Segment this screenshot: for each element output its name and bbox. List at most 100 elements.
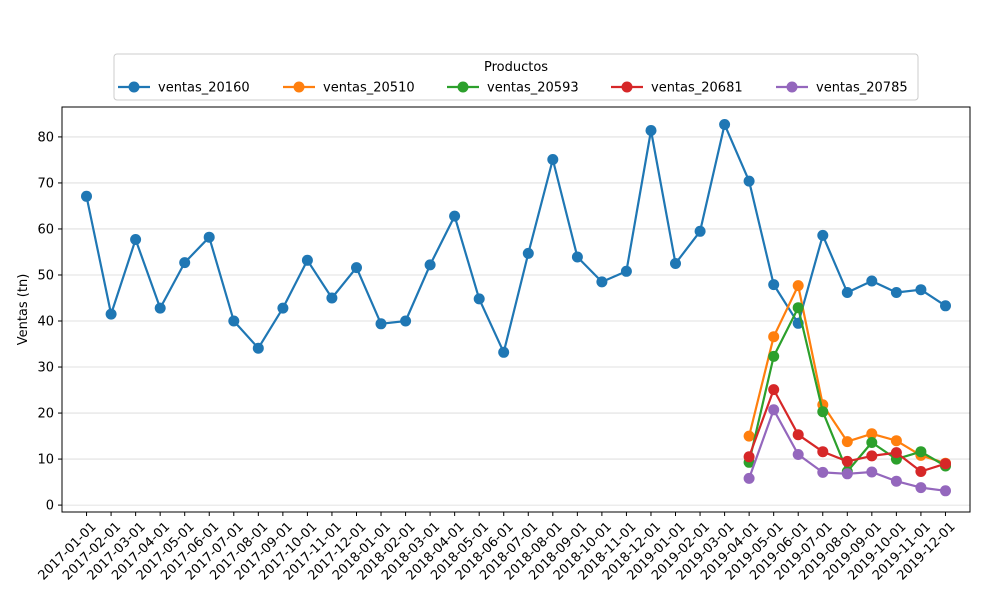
data-point [351, 262, 362, 274]
plot-frame [61, 106, 971, 513]
y-tick-label: 10 [37, 453, 54, 468]
y-tick-label: 0 [46, 499, 54, 514]
data-point [768, 331, 780, 343]
data-point [670, 258, 681, 269]
legend-item-ventas_20510: ventas_20510 [283, 81, 415, 96]
legend-swatch-marker [786, 81, 798, 93]
data-point [890, 475, 902, 487]
data-point [866, 437, 878, 448]
data-point [841, 436, 853, 448]
series-ventas_20510 [743, 280, 951, 469]
data-point [645, 125, 657, 136]
series-ventas_20160 [81, 119, 951, 358]
data-point [105, 308, 117, 320]
data-point [768, 384, 780, 396]
data-point [817, 229, 829, 241]
legend-label: ventas_20160 [158, 81, 250, 96]
y-tick-label: 40 [37, 315, 54, 330]
data-point [596, 276, 608, 288]
data-point [768, 350, 780, 362]
data-point [792, 302, 804, 314]
legend-title: Productos [484, 60, 548, 75]
data-point [940, 300, 951, 312]
data-point [719, 119, 731, 130]
data-point [792, 449, 804, 460]
data-point [424, 259, 436, 271]
data-point [841, 287, 853, 298]
data-point [81, 190, 92, 202]
data-point [792, 280, 804, 292]
data-point [400, 315, 412, 327]
data-point [866, 450, 878, 462]
data-point [866, 428, 878, 440]
legend-swatch-marker [128, 81, 140, 93]
data-point [841, 455, 853, 467]
data-point [890, 435, 902, 447]
data-point [228, 315, 240, 327]
legend-swatch-marker [457, 81, 469, 93]
data-point [301, 254, 313, 266]
data-point [522, 247, 534, 259]
data-point [890, 287, 902, 298]
data-point [743, 430, 755, 442]
y-tick-label: 30 [37, 361, 54, 376]
legend-box [113, 53, 919, 101]
data-point [473, 293, 485, 305]
series-ventas_20681 [743, 384, 951, 477]
legend-item-ventas_20681: ventas_20681 [611, 81, 743, 96]
data-point [203, 231, 215, 243]
data-point [866, 275, 878, 287]
series-layer [81, 119, 951, 497]
data-point [915, 482, 927, 494]
data-point [743, 175, 755, 187]
y-tick-label: 70 [37, 176, 54, 191]
data-point [571, 251, 583, 263]
data-point [620, 265, 632, 277]
data-point [841, 468, 853, 480]
legend-item-ventas_20593: ventas_20593 [447, 81, 579, 96]
data-point [252, 342, 264, 354]
legend-item-ventas_20785: ventas_20785 [776, 81, 908, 96]
data-point [547, 154, 559, 165]
data-point [694, 225, 706, 237]
data-point [449, 210, 461, 222]
data-point [792, 429, 804, 441]
data-point [179, 257, 191, 269]
legend-label: ventas_20510 [323, 81, 415, 96]
legend-item-ventas_20160: ventas_20160 [118, 81, 250, 96]
legend-label: ventas_20681 [651, 81, 743, 96]
data-point [817, 446, 829, 458]
gridlines [62, 136, 970, 506]
y-tick-label: 80 [37, 130, 54, 145]
data-point [498, 346, 510, 358]
data-point [940, 485, 951, 497]
legend-swatch-marker [621, 81, 633, 93]
series-line [85, 123, 947, 354]
data-point [326, 292, 338, 304]
legend-label: ventas_20785 [816, 81, 908, 96]
data-point [154, 302, 166, 314]
data-point [817, 466, 829, 478]
data-point [915, 466, 927, 477]
data-point [768, 404, 780, 416]
data-point [940, 458, 951, 470]
data-point [817, 406, 829, 418]
data-point [915, 446, 927, 458]
data-point [277, 302, 289, 314]
data-point [890, 447, 902, 459]
y-tick-label: 60 [37, 222, 54, 237]
data-point [768, 279, 780, 291]
data-point [915, 284, 927, 296]
data-point [130, 234, 142, 245]
legend-swatch-marker [293, 81, 305, 93]
data-point [866, 466, 878, 478]
series-ventas_20785 [743, 404, 951, 497]
y-axis-label: Ventas (tn) [16, 274, 31, 346]
data-point [743, 451, 755, 463]
axes: 010203040506070802017-01-012017-02-01201… [36, 106, 971, 583]
y-tick-label: 20 [37, 407, 54, 422]
legend: Productos ventas_20160 ventas_20510 ventas_… [113, 53, 919, 101]
legend-label: ventas_20593 [487, 81, 579, 96]
